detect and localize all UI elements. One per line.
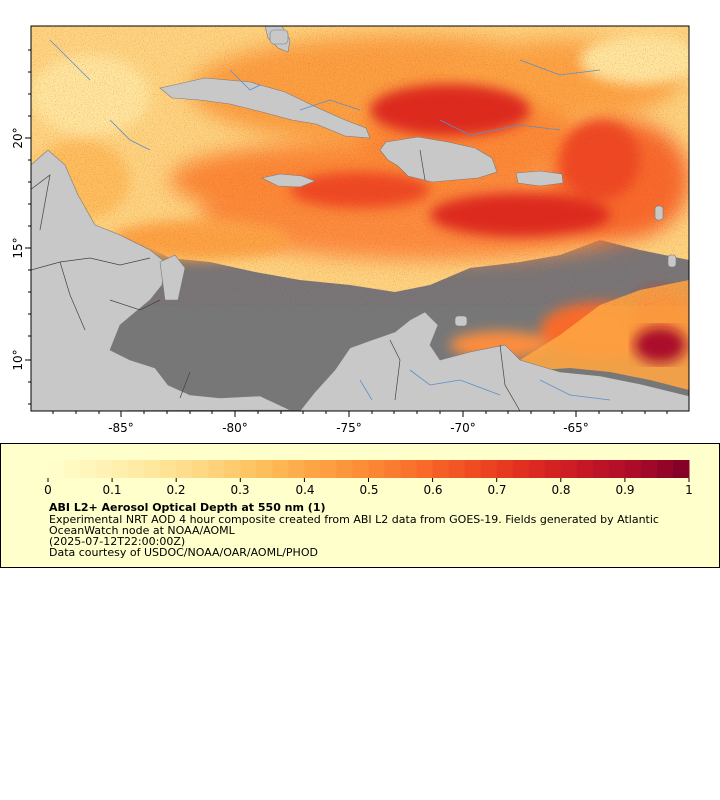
landmass-hispaniola xyxy=(379,136,498,183)
colorbar-swatch xyxy=(336,460,353,478)
colorbar-tick-label: 0.3 xyxy=(230,483,249,497)
colorbar-swatch xyxy=(368,460,386,478)
rivers xyxy=(49,39,611,401)
colorbar-swatch xyxy=(128,460,145,478)
colorbar-tick-label: 0 xyxy=(44,483,52,497)
colorbar-swatch xyxy=(224,460,241,478)
colorbar-swatch xyxy=(640,460,658,478)
colorbar-tick-label: 1 xyxy=(685,483,693,497)
colorbar-tick-label: 0.8 xyxy=(551,483,570,497)
colorbar-tick-label: 0.2 xyxy=(166,483,185,497)
colorbar-swatch xyxy=(400,460,418,478)
legend-panel: 0 0.1 0.2 0.3 0.4 0.5 0.6 0.7 0.8 0.9 1 … xyxy=(0,443,720,568)
colorbar-swatch xyxy=(512,460,530,478)
legend-credit: Data courtesy of USDOC/NOAA/OAR/AOML/PHO… xyxy=(49,546,318,559)
land xyxy=(31,26,689,411)
colorbar-swatch xyxy=(624,460,642,478)
lat-tick-label: 15° xyxy=(11,237,25,258)
legend-description-cont: OceanWatch node at NOAA/AOML xyxy=(49,524,235,537)
colorbar-swatch xyxy=(544,460,562,478)
colorbar-swatch xyxy=(464,460,482,478)
colorbar-swatches xyxy=(48,460,690,478)
colorbar-swatch xyxy=(608,460,626,478)
colorbar-swatch xyxy=(672,460,690,478)
landmass-cuba xyxy=(159,77,371,139)
colorbar-tick-label: 0.1 xyxy=(102,483,121,497)
lon-tick-label: -70° xyxy=(450,421,476,435)
colorbar-swatch xyxy=(320,460,337,478)
colorbar-swatch xyxy=(48,460,65,478)
map-frame xyxy=(30,25,690,412)
colorbar-swatch xyxy=(96,460,113,478)
lon-tick-label: -80° xyxy=(222,421,248,435)
colorbar-swatch xyxy=(192,460,209,478)
colorbar-swatch xyxy=(560,460,578,478)
lon-tick-label: -65° xyxy=(563,421,589,435)
borders xyxy=(31,149,521,411)
colorbar-ticks xyxy=(47,478,690,482)
colorbar-tick-label: 0.6 xyxy=(423,483,442,497)
lon-tick-label: -75° xyxy=(336,421,362,435)
lat-tick-label: 10° xyxy=(11,349,25,370)
colorbar-swatch xyxy=(240,460,257,478)
colorbar-swatch xyxy=(656,460,674,478)
colorbar-swatch xyxy=(416,460,434,478)
colorbar-swatch xyxy=(64,460,81,478)
colorbar-swatch xyxy=(480,460,498,478)
colorbar-swatch xyxy=(256,460,273,478)
landmass-puerto-rico xyxy=(515,170,564,187)
landmass-south-america xyxy=(299,311,689,411)
colorbar-swatch xyxy=(304,460,321,478)
colorbar-tick-label: 0.5 xyxy=(359,483,378,497)
lat-tick-label: 20° xyxy=(11,127,25,148)
colorbar-swatch xyxy=(208,460,225,478)
colorbar-swatch xyxy=(352,460,369,478)
colorbar-tick-label: 0.9 xyxy=(615,483,634,497)
colorbar-swatch xyxy=(272,460,289,478)
legend-title: ABI L2+ Aerosol Optical Depth at 550 nm … xyxy=(49,501,326,514)
colorbar-swatch xyxy=(448,460,466,478)
colorbar: 0 0.1 0.2 0.3 0.4 0.5 0.6 0.7 0.8 0.9 1 xyxy=(44,460,693,497)
aerosol-map: -85° -80° -75° -70° -65° 20° 15° 10° xyxy=(11,25,690,435)
landmass-jamaica xyxy=(261,173,316,188)
colorbar-swatch xyxy=(288,460,305,478)
legend-description: Experimental NRT AOD 4 hour composite cr… xyxy=(49,513,659,526)
colorbar-swatch xyxy=(576,460,594,478)
lon-tick-label: -85° xyxy=(108,421,134,435)
legend-date: (2025-07-12T22:00:00Z) xyxy=(49,535,186,548)
aod-field xyxy=(31,26,689,390)
landmass-yucatan xyxy=(159,254,186,301)
axis-ticks xyxy=(25,137,577,417)
colorbar-swatch xyxy=(528,460,546,478)
colorbar-swatch xyxy=(160,460,177,478)
colorbar-swatch xyxy=(144,460,161,478)
colorbar-tick-label: 0.7 xyxy=(487,483,506,497)
colorbar-swatch xyxy=(80,460,97,478)
colorbar-swatch xyxy=(112,460,129,478)
landmass-central-america xyxy=(31,149,291,411)
colorbar-tick-label: 0.4 xyxy=(295,483,314,497)
colorbar-swatch xyxy=(176,460,193,478)
colorbar-swatch xyxy=(592,460,610,478)
minor-ticks xyxy=(28,49,668,414)
colorbar-swatch xyxy=(432,460,450,478)
colorbar-swatch xyxy=(384,460,402,478)
colorbar-swatch xyxy=(496,460,514,478)
